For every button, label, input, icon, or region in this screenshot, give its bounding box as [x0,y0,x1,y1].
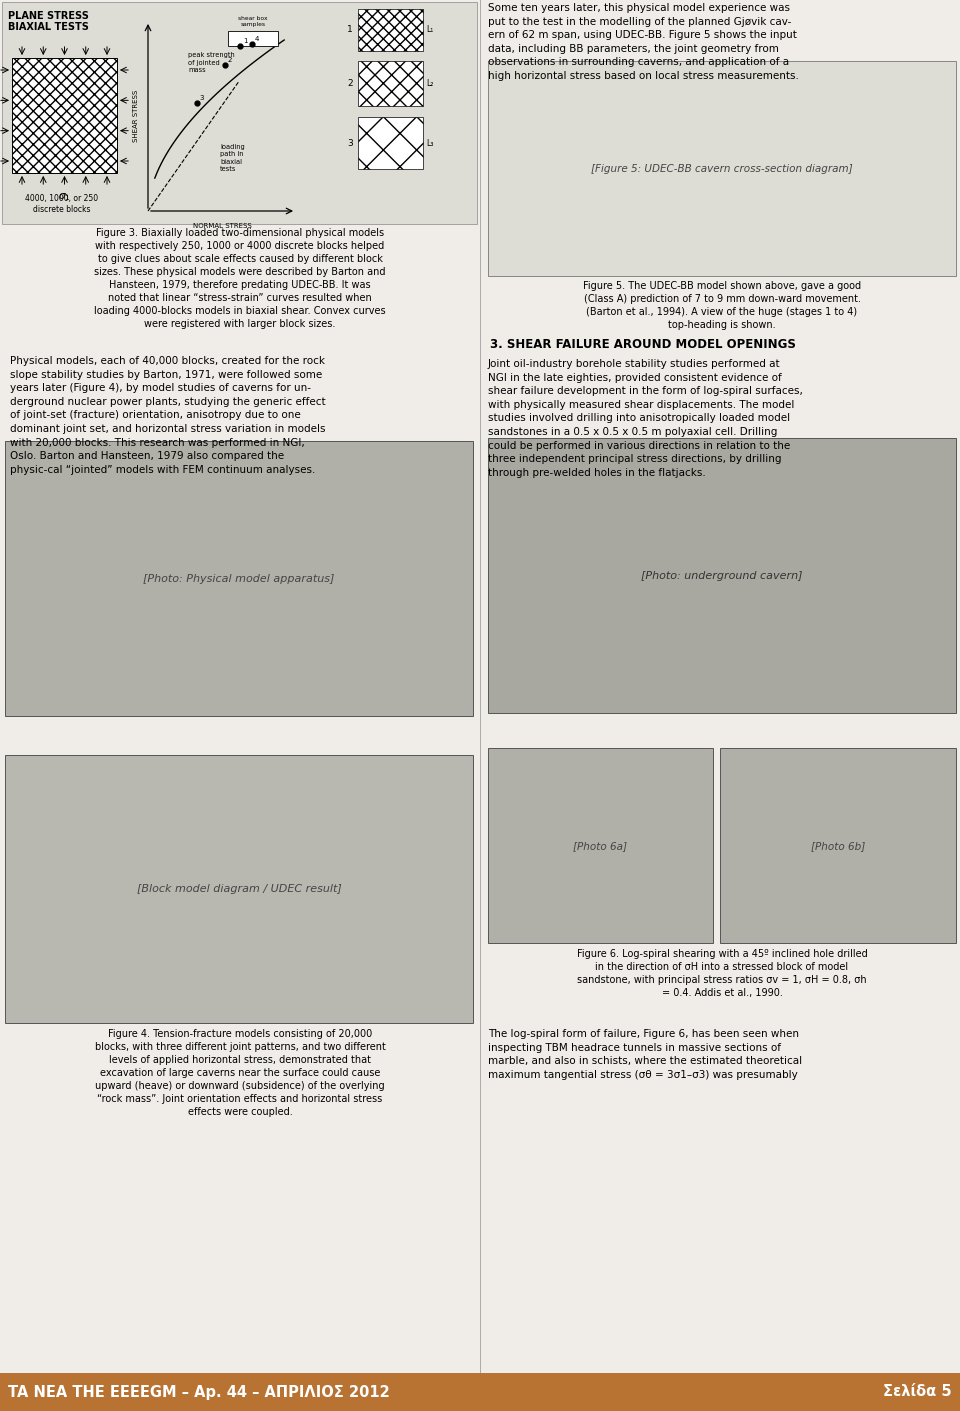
Text: 4: 4 [254,35,259,42]
Text: shear box
samples: shear box samples [238,16,268,27]
Text: 3: 3 [200,95,204,100]
Bar [358,61,423,106]
Text: TA NEA THE EEEEGM – Ap. 44 – ΑΠΡΙΛΙΟΣ 2012: TA NEA THE EEEEGM – Ap. 44 – ΑΠΡΙΛΙΟΣ 20… [8,1384,390,1400]
Bar [5,755,473,1023]
Text: Figure 5. The UDEC-BB model shown above, gave a good
(Class A) prediction of 7 t: Figure 5. The UDEC-BB model shown above,… [583,281,861,330]
Bar [5,442,473,715]
Text: The log-spiral form of failure, Figure 6, has been seen when
inspecting TBM head: The log-spiral form of failure, Figure 6… [488,1029,803,1079]
Text: NORMAL STRESS: NORMAL STRESS [193,223,252,229]
Text: [Photo: Physical model apparatus]: [Photo: Physical model apparatus] [143,574,335,584]
Bar [358,8,423,51]
Text: 1: 1 [348,25,353,34]
Text: Joint oil-industry borehole stability studies performed at
NGI in the late eight: Joint oil-industry borehole stability st… [488,358,803,478]
Text: [Photo 6a]: [Photo 6a] [573,841,627,851]
Text: L₃: L₃ [426,138,433,148]
Bar [12,58,117,174]
Bar [488,437,956,713]
Text: [Block model diagram / UDEC result]: [Block model diagram / UDEC result] [136,885,342,895]
Text: L₂: L₂ [426,79,433,87]
Text: PLANE STRESS: PLANE STRESS [8,11,89,21]
Text: 2: 2 [348,79,353,87]
Text: [Figure 5: UDEC-BB cavern cross-section diagram]: [Figure 5: UDEC-BB cavern cross-section … [591,164,852,174]
Text: Figure 6. Log-spiral shearing with a 45º inclined hole drilled
in the direction : Figure 6. Log-spiral shearing with a 45º… [577,950,868,998]
Text: Σελίδα 5: Σελίδα 5 [883,1384,952,1400]
Bar [358,117,423,169]
Text: L₁: L₁ [426,25,433,34]
Text: [Photo 6b]: [Photo 6b] [811,841,865,851]
Text: [Photo: underground cavern]: [Photo: underground cavern] [641,571,803,581]
Text: BIAXIAL TESTS: BIAXIAL TESTS [8,23,89,32]
Bar [488,61,956,277]
Text: 3: 3 [348,138,353,148]
Bar [0,1373,960,1411]
Text: 3. SHEAR FAILURE AROUND MODEL OPENINGS: 3. SHEAR FAILURE AROUND MODEL OPENINGS [490,339,796,351]
Text: loading
path in
biaxial
tests: loading path in biaxial tests [220,144,245,172]
Text: $\sigma_1$: $\sigma_1$ [59,190,71,203]
Bar [228,31,278,45]
Text: Figure 3. Biaxially loaded two-dimensional physical models
with respectively 250: Figure 3. Biaxially loaded two-dimension… [94,229,386,329]
Text: Figure 4. Tension-fracture models consisting of 20,000
blocks, with three differ: Figure 4. Tension-fracture models consis… [95,1029,385,1118]
Text: 4000, 1000, or 250
discrete blocks: 4000, 1000, or 250 discrete blocks [25,193,99,214]
Text: 1: 1 [243,38,248,44]
Text: SHEAR STRESS: SHEAR STRESS [133,90,139,143]
Text: peak strength
of jointed
mass: peak strength of jointed mass [188,52,235,73]
Text: Some ten years later, this physical model experience was
put to the test in the : Some ten years later, this physical mode… [488,3,799,80]
Text: Physical models, each of 40,000 blocks, created for the rock
slope stability stu: Physical models, each of 40,000 blocks, … [10,356,325,474]
Bar [488,748,713,943]
Text: 2: 2 [228,56,232,62]
Bar [720,748,956,943]
Bar [2,1,477,224]
